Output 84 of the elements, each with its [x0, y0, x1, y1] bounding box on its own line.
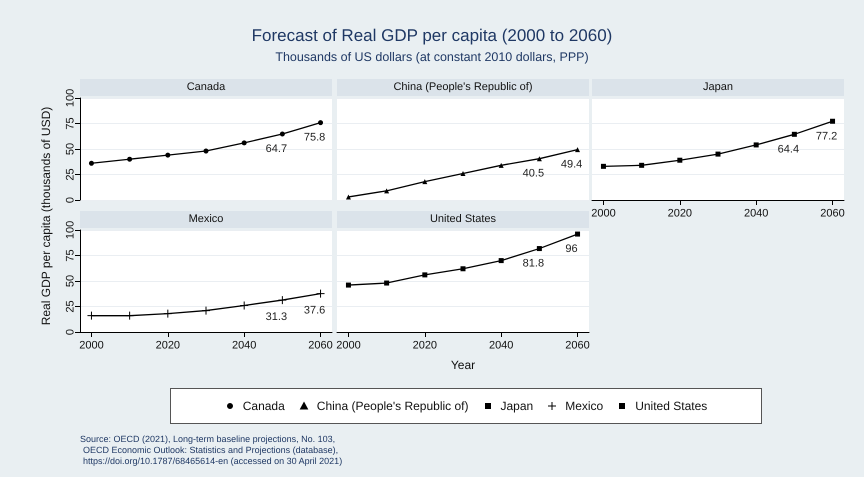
text: Forecast of Real GDP per capita (2000 to 2060): [250, 26, 614, 46]
legend-label: United States: [635, 399, 708, 413]
x-tick-label: 2020: [668, 208, 692, 220]
point: [575, 147, 580, 152]
text: https://doi.org/10.1787/68465614-en (accessed on 30 April 2021): [83, 456, 342, 466]
x-axis-title: Year: [450, 358, 476, 372]
x-tick-label: 2060: [565, 340, 590, 352]
y-axis-title: Real GDP per capita (thousands of USD): [39, 106, 53, 326]
x-tick-label: 2020: [156, 340, 180, 352]
point: [600, 164, 606, 169]
chart-title: Mexico: [80, 211, 332, 228]
y-tick-label: 75: [64, 249, 76, 262]
x-tick-label: 2040: [744, 208, 768, 220]
y-tick-label: 50: [64, 142, 76, 156]
y-tick-label: 0: [64, 328, 76, 336]
legend-label: Canada: [242, 399, 285, 413]
point: [384, 188, 390, 194]
point: [716, 152, 720, 157]
point: [422, 179, 428, 184]
point: [316, 289, 326, 298]
chart-title: Canada: [80, 79, 332, 96]
point: [127, 156, 132, 162]
point: [202, 306, 210, 316]
point: [384, 280, 390, 286]
x-tick-label: 2020: [412, 340, 438, 352]
text: OECD Economic Outlook: Statistics and Projections (database),: [83, 445, 338, 455]
y-tick-label: 75: [64, 117, 76, 130]
y-tick-label: 0: [64, 196, 76, 204]
x-tick-label: 2000: [336, 340, 361, 352]
point: [240, 300, 249, 310]
legend-label: Mexico: [565, 399, 604, 413]
chart-title: United States: [337, 211, 589, 228]
data-label: 64.4: [778, 143, 800, 156]
point: [422, 272, 428, 278]
source-note: Source: OECD (2021), Long-term baseline projections, No. 103,: [80, 434, 336, 444]
data-label: 75.8: [304, 132, 326, 144]
point: [346, 194, 351, 200]
y-tick-label: 25: [64, 300, 76, 313]
point: [754, 142, 759, 148]
point: [536, 156, 542, 162]
point: [318, 120, 324, 126]
x-tick-label: 2060: [308, 340, 333, 352]
data-label: 96: [565, 243, 578, 256]
data-label: 40.5: [522, 168, 544, 180]
y-tick-label: 100: [64, 88, 76, 108]
data-label: 31.3: [266, 311, 288, 324]
point: [498, 258, 504, 264]
point: [346, 282, 351, 288]
point: [204, 148, 208, 154]
y-tick-label: 25: [64, 168, 76, 181]
point: [165, 152, 170, 158]
point: [280, 132, 285, 137]
data-label: 81.8: [522, 258, 544, 270]
point: [792, 132, 797, 137]
data-label: 77.2: [816, 130, 838, 142]
data-label: 49.4: [560, 158, 582, 171]
point: [460, 170, 466, 176]
point: [639, 162, 644, 168]
point: [575, 232, 580, 237]
point: [88, 160, 94, 166]
legend-label: Japan: [500, 399, 534, 413]
point: [498, 162, 504, 168]
point: [536, 246, 542, 252]
x-tick-label: 2060: [820, 208, 845, 220]
data-label: 64.7: [266, 143, 288, 156]
point: [460, 266, 466, 272]
chart-title: China (People's Republic of): [337, 79, 589, 96]
point: [125, 311, 134, 320]
point: [163, 309, 172, 318]
x-tick-label: 2000: [591, 208, 616, 220]
y-tick-label: 100: [64, 220, 76, 240]
y-tick-label: 50: [64, 274, 76, 288]
point: [278, 296, 287, 305]
point: [830, 118, 836, 124]
legend-label: China (People's Republic of): [316, 399, 468, 413]
text: Thousands of US dollars (at constant 2010 dollars, PPP): [274, 50, 590, 64]
point: [677, 158, 682, 163]
x-tick-label: 2040: [488, 340, 514, 352]
chart-title: Japan: [592, 79, 844, 96]
x-tick-label: 2000: [79, 340, 104, 352]
point: [86, 311, 96, 320]
data-label: 37.6: [304, 304, 326, 317]
x-tick-label: 2040: [232, 340, 256, 352]
point: [242, 140, 247, 146]
